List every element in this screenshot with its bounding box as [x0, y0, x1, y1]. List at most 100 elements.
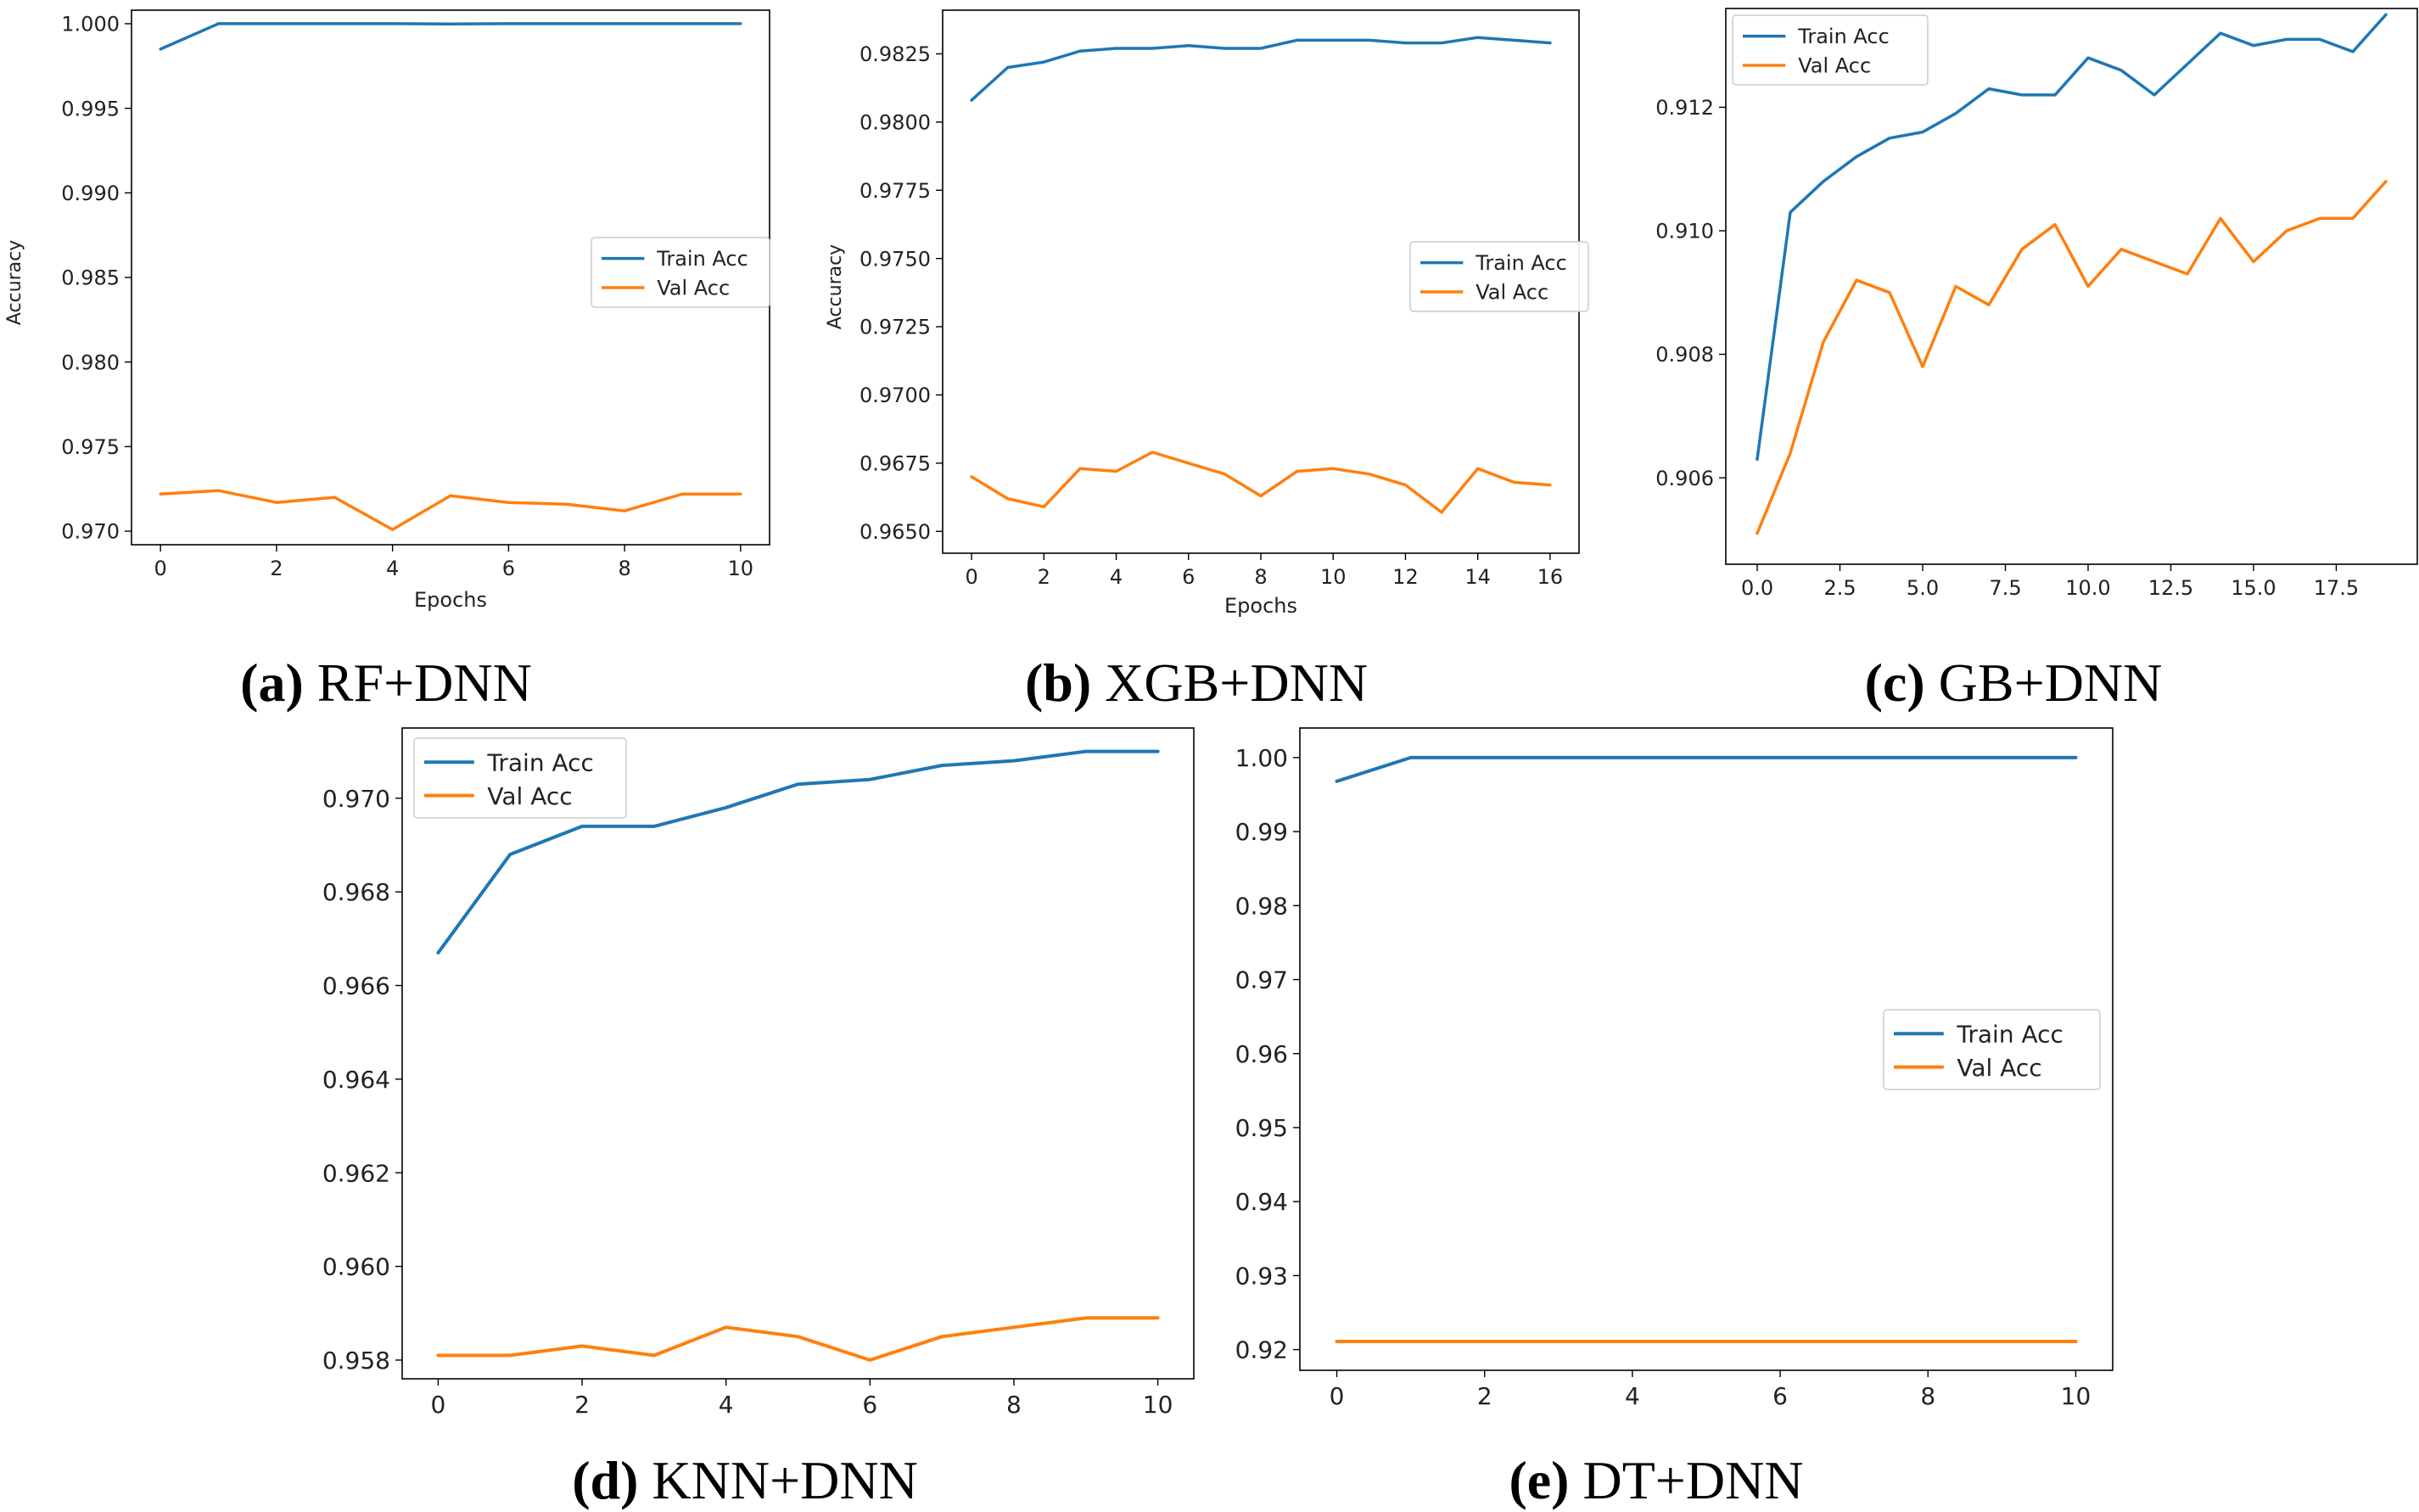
- legend: Train Acc Val Acc: [1732, 14, 1929, 86]
- legend-box: [1409, 241, 1589, 312]
- caption-letter: (d): [572, 1450, 639, 1510]
- x-axis-label: Epochs: [1224, 594, 1297, 618]
- y-tick-label: 0.980: [61, 350, 120, 374]
- chart-d: 0 2 4 6 8 10 0.958 0.960 0.962 0.964 0.966 0.968 0.9…: [322, 727, 1195, 1419]
- plot-frame: [1725, 8, 2418, 565]
- y-tick-label: 0.9700: [860, 384, 931, 407]
- x-tick-label: 4: [719, 1391, 734, 1419]
- series-line-train-acc: [1755, 13, 2388, 462]
- legend-label: Val Acc: [1475, 281, 1548, 305]
- y-tick-label: 0.960: [322, 1253, 390, 1281]
- chart-c: 0.0 2.5 5.0 7.5 10.0 12.5 15.0 17.5 0.906 0.908 0.…: [1655, 8, 2418, 600]
- y-tick-label: 0.94: [1235, 1188, 1288, 1216]
- y-tick-label: 0.995: [61, 97, 120, 120]
- x-tick-label: 2: [270, 557, 283, 580]
- legend-box: [1883, 1009, 2101, 1090]
- series-line-val-acc: [436, 1316, 1160, 1362]
- series-line-train-acc: [436, 749, 1160, 955]
- plot-frame: [1299, 727, 2114, 1371]
- x-tick-label: 6: [1182, 565, 1195, 589]
- x-tick-label: 0.0: [1741, 576, 1773, 600]
- legend-label: Val Acc: [1798, 54, 1871, 78]
- x-tick-label: 8: [1006, 1391, 1022, 1419]
- x-axis-label: Epochs: [414, 588, 487, 612]
- y-tick-label: 0.966: [322, 972, 390, 1000]
- y-tick-label: 0.985: [61, 266, 120, 290]
- series-line-train-acc: [970, 36, 1552, 102]
- caption-b: (b) XGB+DNN: [1025, 652, 1368, 714]
- chart-e: 0 2 4 6 8 10 0.92 0.93 0.94 0.95 0.96 0.97 0.98 0.99 1…: [1235, 727, 2114, 1410]
- x-tick-label: 4: [386, 557, 399, 580]
- series-line-val-acc: [970, 451, 1552, 514]
- y-tick-label: 0.9800: [860, 110, 931, 134]
- y-tick-label: 0.97: [1235, 966, 1288, 994]
- x-tick-label: 17.5: [2314, 576, 2359, 600]
- legend-box: [591, 237, 770, 308]
- caption-letter: (e): [1509, 1450, 1570, 1510]
- x-tick-label: 12.5: [2148, 576, 2193, 600]
- caption-d: (d) KNN+DNN: [572, 1449, 918, 1512]
- series-line-val-acc: [1755, 180, 2388, 535]
- legend-label: Val Acc: [657, 277, 730, 300]
- y-tick-label: 0.906: [1655, 467, 1714, 490]
- x-tick-label: 10: [2061, 1382, 2091, 1410]
- caption-letter: (b): [1024, 652, 1092, 713]
- x-tick-label: 6: [502, 557, 515, 580]
- legend-box: [413, 737, 627, 819]
- legend-label: Train Acc: [1797, 25, 1890, 48]
- y-tick-label: 0.98: [1235, 892, 1288, 920]
- y-tick-label: 0.962: [322, 1159, 390, 1187]
- x-tick-label: 4: [1110, 565, 1123, 589]
- x-tick-label: 8: [618, 557, 630, 580]
- x-tick-label: 15.0: [2231, 576, 2276, 600]
- x-tick-label: 4: [1625, 1382, 1640, 1410]
- x-tick-label: 14: [1464, 565, 1491, 589]
- y-tick-label: 0.9650: [860, 520, 931, 544]
- caption-title: KNN+DNN: [652, 1450, 918, 1510]
- legend: Train Acc Val Acc: [591, 237, 770, 308]
- y-axis-label: Accuracy: [825, 244, 846, 329]
- x-tick-label: 0: [1330, 1382, 1345, 1410]
- legend: Train Acc Val Acc: [413, 737, 627, 819]
- x-tick-label: 0: [965, 565, 977, 589]
- y-tick-label: 1.00: [1235, 744, 1288, 772]
- caption-a: (a) RF+DNN: [240, 652, 532, 714]
- x-tick-label: 2.5: [1823, 576, 1856, 600]
- x-tick-label: 10.0: [2065, 576, 2110, 600]
- legend: Train Acc Val Acc: [1883, 1009, 2101, 1090]
- y-tick-label: 0.958: [322, 1347, 390, 1375]
- x-tick-label: 16: [1537, 565, 1564, 589]
- y-tick-label: 0.92: [1235, 1336, 1288, 1364]
- caption-title: GB+DNN: [1938, 652, 2163, 713]
- y-tick-label: 0.9725: [860, 316, 931, 339]
- y-tick-label: 0.912: [1655, 96, 1714, 120]
- y-tick-label: 0.9825: [860, 42, 931, 66]
- y-tick-label: 0.970: [61, 520, 120, 544]
- y-tick-label: 1.000: [61, 13, 120, 36]
- x-tick-label: 7.5: [1989, 576, 2021, 600]
- x-tick-label: 2: [1038, 565, 1050, 589]
- series-line-train-acc: [159, 22, 742, 51]
- caption-letter: (a): [240, 652, 304, 713]
- x-tick-label: 5.0: [1907, 576, 1939, 600]
- legend-label: Val Acc: [487, 782, 572, 810]
- caption-e: (e) DT+DNN: [1509, 1449, 1803, 1512]
- y-tick-label: 0.9675: [860, 452, 931, 476]
- y-tick-label: 0.9750: [860, 247, 931, 271]
- x-tick-label: 6: [862, 1391, 877, 1419]
- y-axis-label: Accuracy: [4, 240, 25, 325]
- y-tick-label: 0.99: [1235, 818, 1288, 846]
- legend-box: [1732, 14, 1929, 86]
- x-tick-label: 0: [154, 557, 167, 580]
- legend-label: Train Acc: [1475, 251, 1567, 275]
- y-tick-label: 0.910: [1655, 220, 1714, 244]
- x-tick-label: 10: [1320, 565, 1347, 589]
- chart-b: 0 2 4 6 8 10 12 14 16 0.9650 0.9675 0.9700 0.9725 0.9…: [825, 9, 1589, 618]
- x-tick-label: 6: [1772, 1382, 1788, 1410]
- x-tick-label: 8: [1920, 1382, 1935, 1410]
- y-tick-label: 0.96: [1235, 1040, 1288, 1068]
- legend-label: Train Acc: [486, 748, 594, 776]
- x-tick-label: 2: [1477, 1382, 1492, 1410]
- y-tick-label: 0.964: [322, 1066, 390, 1094]
